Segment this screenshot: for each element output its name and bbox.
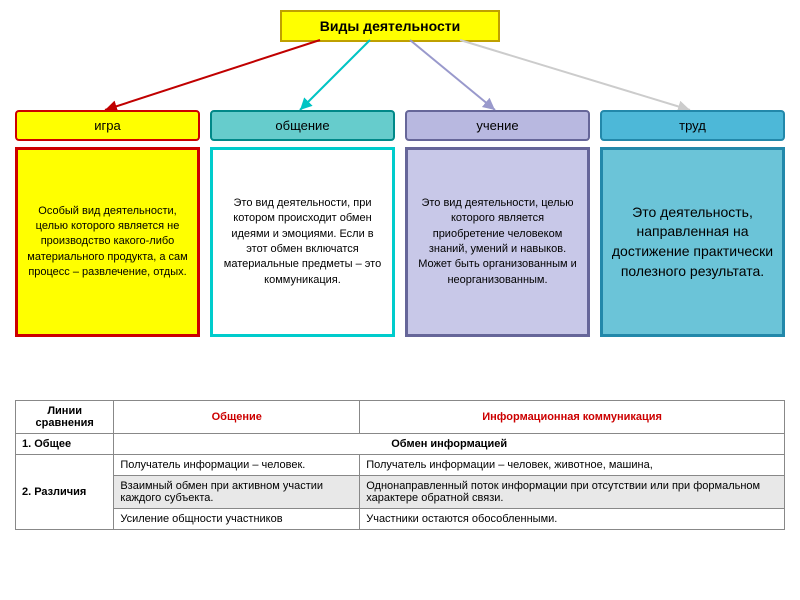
diff-left: Взаимный обмен при активном участии кажд…	[114, 476, 360, 509]
table-row: Усиление общности участниковУчастники ос…	[16, 509, 785, 530]
branch: труд Это деятельность, направленная на до…	[600, 110, 785, 337]
th-lines: Линии сравнения	[16, 401, 114, 434]
row1-value: Обмен информацией	[114, 434, 785, 455]
table-row: 1. Общее Обмен информацией	[16, 434, 785, 455]
th-communication: Общение	[114, 401, 360, 434]
branch-header: игра	[15, 110, 200, 141]
branch: учение Это вид деятельности, целью которо…	[405, 110, 590, 337]
branches-row: игра Особый вид деятельности, целью котор…	[15, 110, 785, 337]
row2-label: 2. Различия	[16, 455, 114, 530]
branch: игра Особый вид деятельности, целью котор…	[15, 110, 200, 337]
table-header-row: Линии сравнения Общение Информационная к…	[16, 401, 785, 434]
th-info-comm: Информационная коммуникация	[360, 401, 785, 434]
row1-label: 1. Общее	[16, 434, 114, 455]
diff-left: Усиление общности участников	[114, 509, 360, 530]
diff-right: Получатель информации – человек, животно…	[360, 455, 785, 476]
diff-right: Участники остаются обособленными.	[360, 509, 785, 530]
branch-header: труд	[600, 110, 785, 141]
diff-right: Однонаправленный поток информации при от…	[360, 476, 785, 509]
branch-body: Особый вид деятельности, целью которого …	[15, 147, 200, 337]
comparison-table: Линии сравнения Общение Информационная к…	[15, 400, 785, 530]
branch-body: Это деятельность, направленная на достиж…	[600, 147, 785, 337]
table-row: Взаимный обмен при активном участии кажд…	[16, 476, 785, 509]
branch-header: учение	[405, 110, 590, 141]
branch-header: общение	[210, 110, 395, 141]
root-title: Виды деятельности	[280, 10, 500, 42]
branch-body: Это вид деятельности, при котором происх…	[210, 147, 395, 337]
diff-left: Получатель информации – человек.	[114, 455, 360, 476]
branch: общение Это вид деятельности, при котором…	[210, 110, 395, 337]
branch-body: Это вид деятельности, целью которого явл…	[405, 147, 590, 337]
table-row: 2. РазличияПолучатель информации – челов…	[16, 455, 785, 476]
